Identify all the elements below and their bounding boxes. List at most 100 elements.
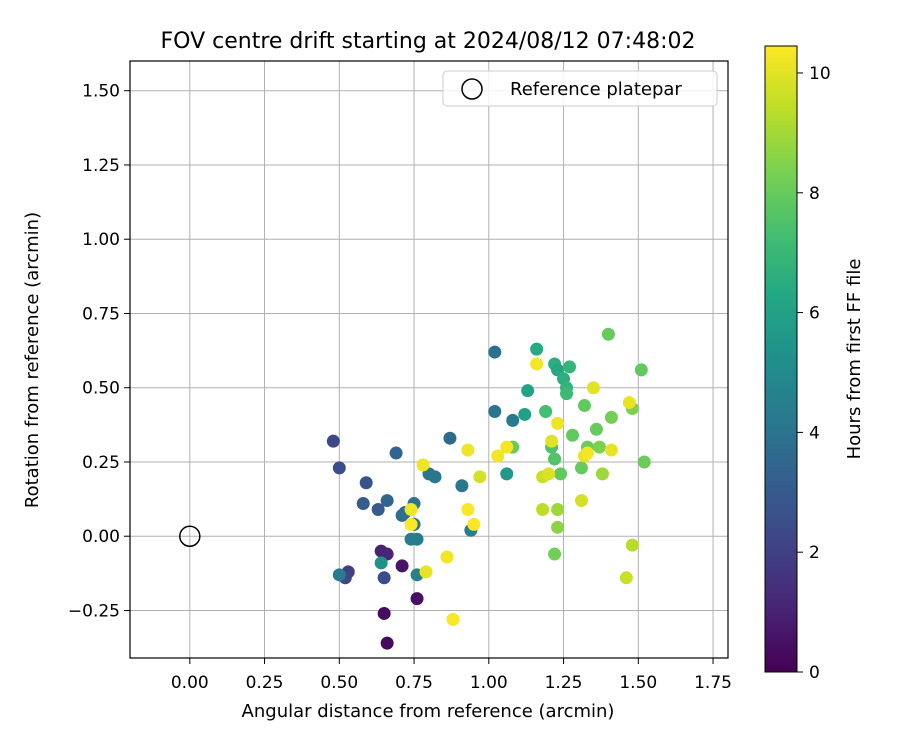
data-point [619,571,633,585]
data-point [443,431,457,445]
data-point [374,556,388,570]
data-point [551,520,565,534]
data-point [404,517,418,531]
data-point [637,455,651,469]
data-point [539,404,553,418]
data-point [455,479,469,493]
grid-lines [130,61,728,658]
data-point [586,381,600,395]
y-tick-label: 0.25 [82,453,120,473]
data-point [446,612,460,626]
data-point [380,494,394,508]
data-point [416,458,430,472]
y-tick-label: 0.50 [82,379,120,399]
data-point [548,452,562,466]
colorbar-label: Hours from first FF file [844,259,865,460]
data-point [542,467,556,481]
colorbar-tick-label: 6 [809,304,820,324]
data-point [410,592,424,606]
data-point [488,404,502,418]
data-point [634,363,648,377]
data-point [440,550,454,564]
data-point [574,494,588,508]
data-point [359,476,373,490]
data-point [622,396,636,410]
legend-box [442,70,718,107]
data-point [500,467,514,481]
y-tick-label: 1.50 [82,82,120,102]
data-point [604,443,618,457]
data-point [461,502,475,516]
data-point [428,470,442,484]
legend-label-reference: Reference platepar [510,79,682,100]
data-point [563,360,577,374]
data-point [604,410,618,424]
data-point [592,440,606,454]
data-point [395,559,409,573]
x-axis-label: Angular distance from reference (arcmin) [242,701,615,722]
data-point [380,636,394,650]
data-point [473,470,487,484]
data-point [536,502,550,516]
data-point [577,399,591,413]
data-point [377,606,391,620]
data-point [410,532,424,546]
data-point [589,422,603,436]
y-axis-ticks: −0.25 0.00 0.25 0.50 0.75 1.00 1.25 1.50 [68,82,130,621]
data-point [404,502,418,516]
x-tick-label: 0.25 [246,673,284,693]
legend: Reference platepar [442,70,718,107]
colorbar-tick-label: 4 [809,423,820,443]
data-point [545,434,559,448]
data-point [389,446,403,460]
x-tick-label: 1.00 [470,673,508,693]
x-tick-label: 1.75 [694,673,732,693]
data-point [551,416,565,430]
data-points [326,327,651,650]
data-point [548,547,562,561]
x-tick-label: 0.75 [395,673,433,693]
data-point [551,502,565,516]
data-point [530,342,544,356]
data-point [580,446,594,460]
chart-title: FOV centre drift starting at 2024/08/12 … [161,29,696,54]
data-point [332,461,346,475]
data-point [419,565,433,579]
colorbar-ticks: 0 2 4 6 8 10 [797,64,831,683]
colorbar [764,45,798,673]
data-point [500,440,514,454]
y-tick-label: 1.25 [82,156,120,176]
data-point [491,449,505,463]
colorbar-tick-label: 10 [809,64,831,84]
y-axis-label: Rotation from reference (arcmin) [22,212,43,508]
data-point [506,413,520,427]
data-point [566,428,580,442]
x-tick-label: 0.50 [320,673,358,693]
reference-platepar-marker [179,525,201,547]
data-point [601,327,615,341]
x-tick-label: 0.00 [171,673,209,693]
y-tick-label: 1.00 [82,230,120,250]
y-tick-label: 0.00 [82,527,120,547]
data-point [574,461,588,475]
data-point [488,345,502,359]
data-point [530,357,544,371]
data-point [518,407,532,421]
data-point [332,568,346,582]
data-point [461,443,475,457]
colorbar-tick-label: 8 [809,184,820,204]
data-point [560,387,574,401]
x-axis-ticks: 0.00 0.25 0.50 0.75 1.00 1.25 1.50 1.75 [171,658,732,693]
x-tick-label: 1.50 [619,673,657,693]
legend-reference-marker [461,78,483,100]
y-tick-label: −0.25 [68,601,120,621]
colorbar-tick-label: 0 [809,663,820,683]
data-point [356,497,370,511]
y-tick-label: 0.75 [82,304,120,324]
data-point [326,434,340,448]
data-point [467,517,481,531]
data-point [554,467,568,481]
x-tick-label: 1.25 [545,673,583,693]
